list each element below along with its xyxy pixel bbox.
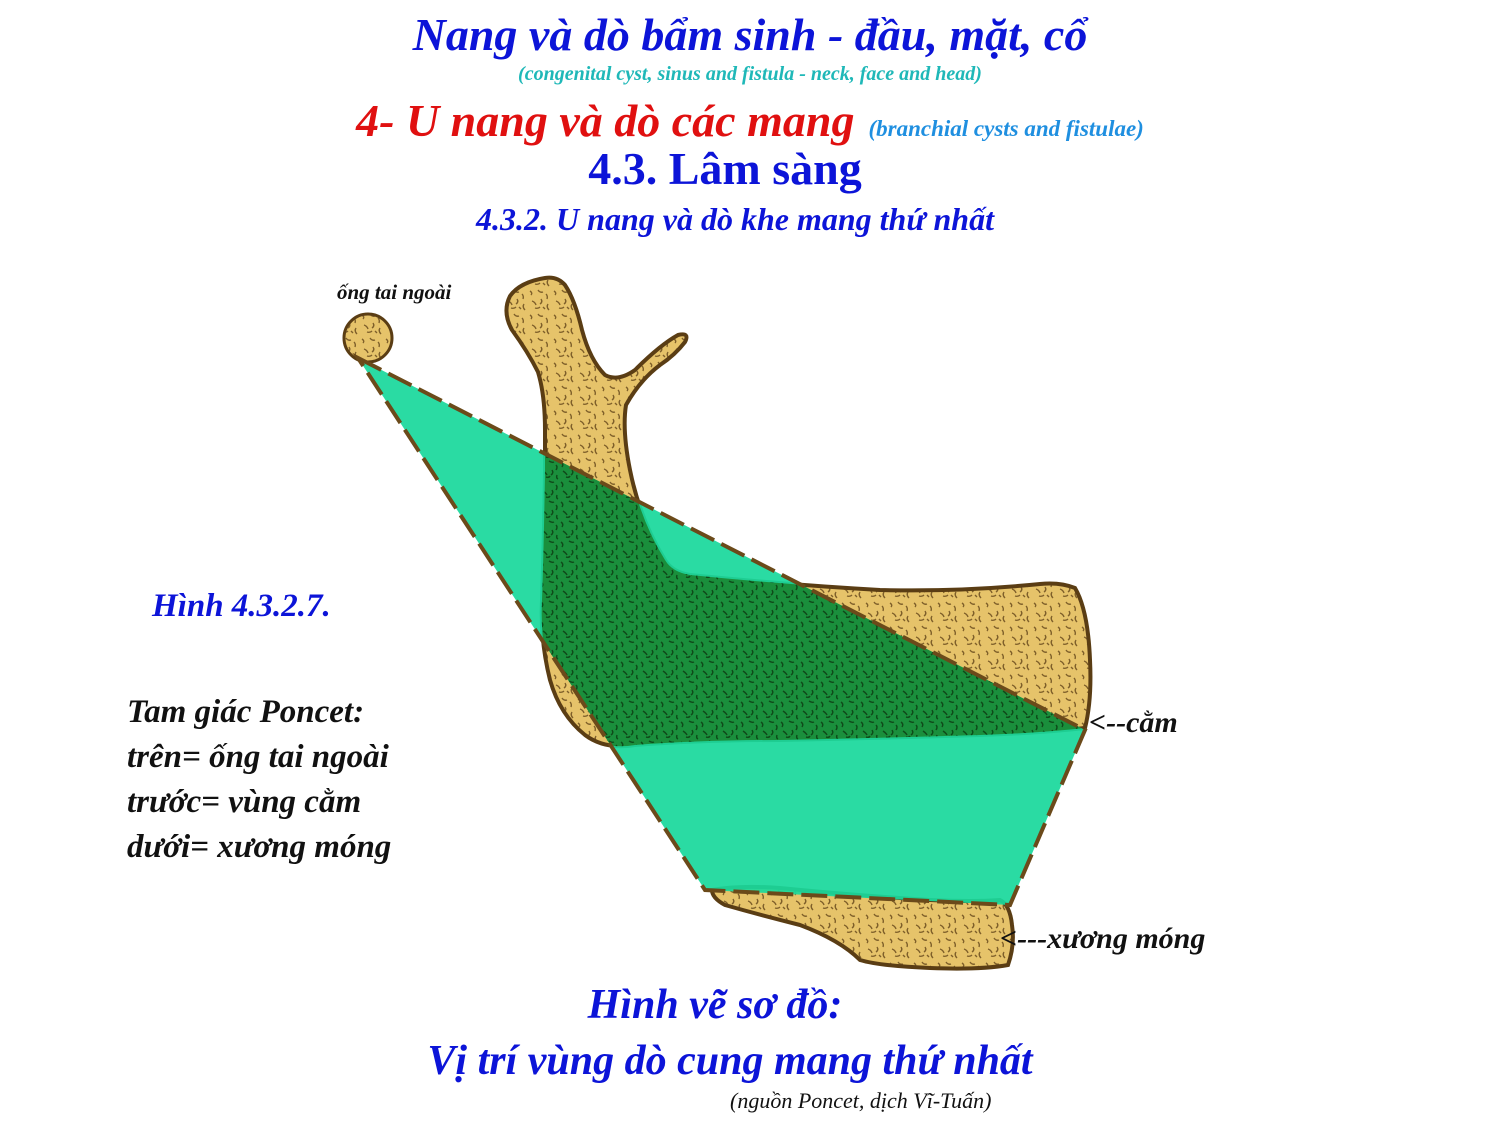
poncet-legend-upper: trên= ống tai ngoài (127, 739, 389, 775)
figure-number: Hình 4.3.2.7. (152, 588, 331, 624)
source-note: (nguồn Poncet, dịch Vĩ-Tuấn) (730, 1088, 992, 1113)
poncet-triangle-legend: Tam giác Poncet: trên= ống tai ngoài trư… (127, 690, 391, 870)
poncet-legend-lower: dưới= xương móng (127, 829, 392, 865)
diagram-subtitle: Vị trí vùng dò cung mang thứ nhất (427, 1038, 1033, 1084)
subsection-title: 4.3. Lâm sàng (588, 143, 862, 194)
section-title-english: (branchial cysts and fistulae) (868, 116, 1144, 141)
page-title: Nang và dò bẩm sinh - đầu, mặt, cổ (412, 9, 1088, 60)
label-ear-canal: ống tai ngoài (337, 280, 452, 304)
page-title-english: (congenital cyst, sinus and fistula - ne… (518, 63, 982, 85)
section-title: 4- U nang và dò các mang (356, 95, 855, 146)
subsubsection-title: 4.3.2. U nang và dò khe mang thứ nhất (476, 201, 994, 237)
poncet-legend-title: Tam giác Poncet: (127, 694, 365, 730)
section-heading: 4- U nang và dò các mang (branchial cysts… (0, 98, 1500, 144)
ear-canal-icon (342, 312, 394, 364)
diagram-title: Hình vẽ sơ đồ: (587, 982, 843, 1028)
label-chin: <--cằm (1089, 706, 1178, 739)
label-hyoid: <---xương móng (1000, 922, 1206, 955)
poncet-legend-anterior: trước= vùng cằm (127, 784, 362, 820)
